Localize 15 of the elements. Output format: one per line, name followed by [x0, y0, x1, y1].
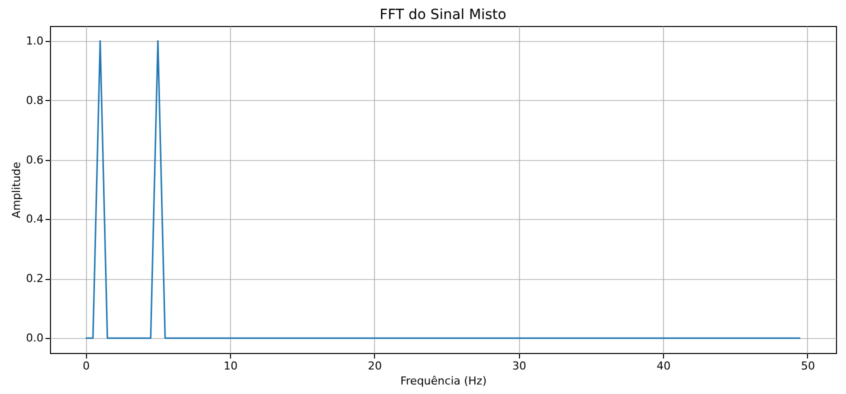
x-tick-label: 0 [82, 360, 90, 372]
y-tick-label: 1.0 [26, 34, 44, 48]
y-tick-label: 0.2 [26, 272, 44, 286]
x-tick-label: 10 [224, 360, 238, 372]
y-tick-label: 0.6 [26, 153, 44, 166]
x-tick-label: 30 [512, 360, 526, 372]
x-tick-label: 40 [656, 360, 671, 372]
chart-title: FFT do Sinal Misto [380, 7, 506, 23]
y-tick-label: 0.4 [26, 212, 44, 226]
x-tick-label: 50 [800, 360, 815, 372]
x-axis-title: Frequência (Hz) [400, 374, 487, 388]
y-tick-label: 0.8 [26, 94, 44, 107]
x-tick-label: 20 [368, 360, 382, 372]
y-axis-title: Amplitude [10, 162, 24, 218]
y-tick-label: 0.0 [26, 332, 44, 345]
